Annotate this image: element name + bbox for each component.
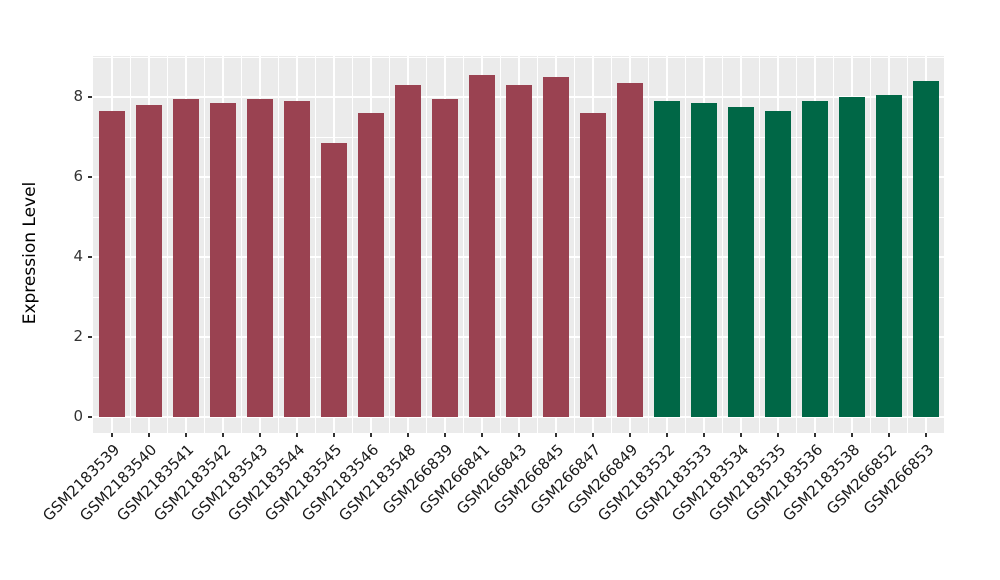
gridline-v-minor	[537, 56, 538, 433]
bar	[357, 113, 384, 417]
gridline-v-minor	[463, 56, 464, 433]
bar	[246, 99, 273, 417]
x-tick-mark	[776, 433, 779, 437]
y-tick-mark	[88, 96, 92, 98]
gridline-v-minor	[870, 56, 871, 433]
bar	[616, 83, 643, 417]
bar	[209, 103, 236, 417]
x-tick-mark	[591, 433, 594, 437]
x-tick-mark	[406, 433, 409, 437]
x-tick-mark	[332, 433, 335, 437]
x-tick-mark	[480, 433, 483, 437]
x-tick-mark	[295, 433, 298, 437]
x-tick-mark	[184, 433, 187, 437]
x-tick-mark	[702, 433, 705, 437]
gridline-v-minor	[500, 56, 501, 433]
x-tick-mark	[813, 433, 816, 437]
bar	[505, 85, 532, 417]
y-tick-label: 8	[73, 87, 83, 105]
y-tick-label: 4	[73, 247, 83, 265]
bar	[320, 143, 347, 417]
x-tick-mark	[443, 433, 446, 437]
bar	[542, 77, 569, 417]
bar	[912, 81, 939, 417]
y-tick-mark	[88, 336, 92, 338]
x-tick-mark	[739, 433, 742, 437]
x-tick-mark	[887, 433, 890, 437]
x-tick-mark	[221, 433, 224, 437]
bar	[764, 111, 791, 417]
y-tick-label: 0	[73, 407, 83, 425]
gridline-v-minor	[130, 56, 131, 433]
gridline-v-minor	[722, 56, 723, 433]
x-tick-mark	[110, 433, 113, 437]
bar	[98, 111, 125, 417]
gridline-v-minor	[759, 56, 760, 433]
y-tick-label: 6	[73, 167, 83, 185]
x-tick-mark	[924, 433, 927, 437]
gridline-v-minor	[167, 56, 168, 433]
bar	[727, 107, 754, 417]
x-tick-mark	[628, 433, 631, 437]
y-tick-mark	[88, 256, 92, 258]
gridline-v-minor	[796, 56, 797, 433]
gridline-v-minor	[833, 56, 834, 433]
x-tick-mark	[850, 433, 853, 437]
y-tick-mark	[88, 416, 92, 418]
gridline-v-minor	[352, 56, 353, 433]
y-tick-mark	[88, 176, 92, 178]
gridline-v-minor	[648, 56, 649, 433]
x-tick-mark	[665, 433, 668, 437]
gridline-v-minor	[426, 56, 427, 433]
bar	[431, 99, 458, 417]
gridline-v-minor	[241, 56, 242, 433]
x-tick-mark	[147, 433, 150, 437]
gridline-v-minor	[907, 56, 908, 433]
bar	[690, 103, 717, 417]
bar	[394, 85, 421, 417]
bar	[172, 99, 199, 417]
x-tick-mark	[554, 433, 557, 437]
gridline-v-minor	[315, 56, 316, 433]
gridline-v-minor	[611, 56, 612, 433]
bar	[135, 105, 162, 417]
bar	[653, 101, 680, 417]
bar	[579, 113, 606, 417]
bar	[468, 75, 495, 417]
gridline-v-minor	[278, 56, 279, 433]
y-tick-label: 2	[73, 327, 83, 345]
bar	[875, 95, 902, 417]
plot-panel	[93, 56, 944, 433]
bar	[838, 97, 865, 417]
gridline-v-minor	[685, 56, 686, 433]
x-tick-mark	[517, 433, 520, 437]
gridline-v-minor	[204, 56, 205, 433]
gridline-v-minor	[574, 56, 575, 433]
x-tick-mark	[258, 433, 261, 437]
x-tick-mark	[369, 433, 372, 437]
bar	[283, 101, 310, 417]
bar	[801, 101, 828, 417]
gridline-v-minor	[389, 56, 390, 433]
